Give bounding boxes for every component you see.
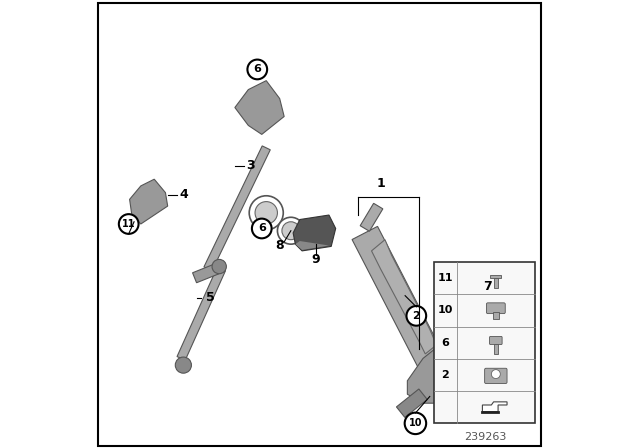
FancyBboxPatch shape <box>486 303 505 314</box>
Polygon shape <box>293 215 336 251</box>
Text: 2: 2 <box>442 370 449 380</box>
FancyBboxPatch shape <box>490 336 502 345</box>
Text: 10: 10 <box>438 306 453 315</box>
Text: 4: 4 <box>179 188 188 202</box>
Circle shape <box>255 202 278 224</box>
Polygon shape <box>193 264 219 283</box>
Circle shape <box>282 222 300 240</box>
Circle shape <box>248 60 267 79</box>
Bar <box>493 312 499 319</box>
Polygon shape <box>396 389 428 418</box>
Text: 11: 11 <box>438 273 453 283</box>
Polygon shape <box>296 241 329 250</box>
Polygon shape <box>235 81 284 134</box>
Text: 6: 6 <box>253 65 261 74</box>
Polygon shape <box>177 267 225 360</box>
Polygon shape <box>352 226 449 379</box>
Circle shape <box>249 196 284 230</box>
Polygon shape <box>483 402 507 412</box>
Text: 1: 1 <box>376 177 385 190</box>
Text: 3: 3 <box>246 159 255 172</box>
Polygon shape <box>360 203 383 231</box>
FancyBboxPatch shape <box>484 368 507 383</box>
Polygon shape <box>204 146 270 271</box>
Text: 9: 9 <box>311 253 320 267</box>
Text: 2: 2 <box>412 311 420 321</box>
Circle shape <box>406 306 426 326</box>
Bar <box>494 344 498 354</box>
Bar <box>493 278 498 288</box>
Polygon shape <box>436 293 490 325</box>
Text: 239263: 239263 <box>465 432 507 442</box>
Circle shape <box>252 219 271 238</box>
Text: 6: 6 <box>442 338 449 348</box>
Circle shape <box>119 214 139 234</box>
Polygon shape <box>438 388 467 414</box>
Text: 8: 8 <box>275 238 284 252</box>
Polygon shape <box>407 340 463 403</box>
Polygon shape <box>130 179 168 224</box>
Circle shape <box>212 259 227 274</box>
Circle shape <box>492 370 500 379</box>
Bar <box>490 275 501 278</box>
Text: 5: 5 <box>206 291 214 305</box>
Circle shape <box>175 357 191 373</box>
Polygon shape <box>371 240 436 354</box>
Bar <box>435 262 535 423</box>
Circle shape <box>404 413 426 434</box>
Text: 6: 6 <box>258 224 266 233</box>
Circle shape <box>278 217 305 244</box>
Text: 7: 7 <box>484 280 492 293</box>
Text: 11: 11 <box>122 219 136 229</box>
Text: 10: 10 <box>409 418 422 428</box>
